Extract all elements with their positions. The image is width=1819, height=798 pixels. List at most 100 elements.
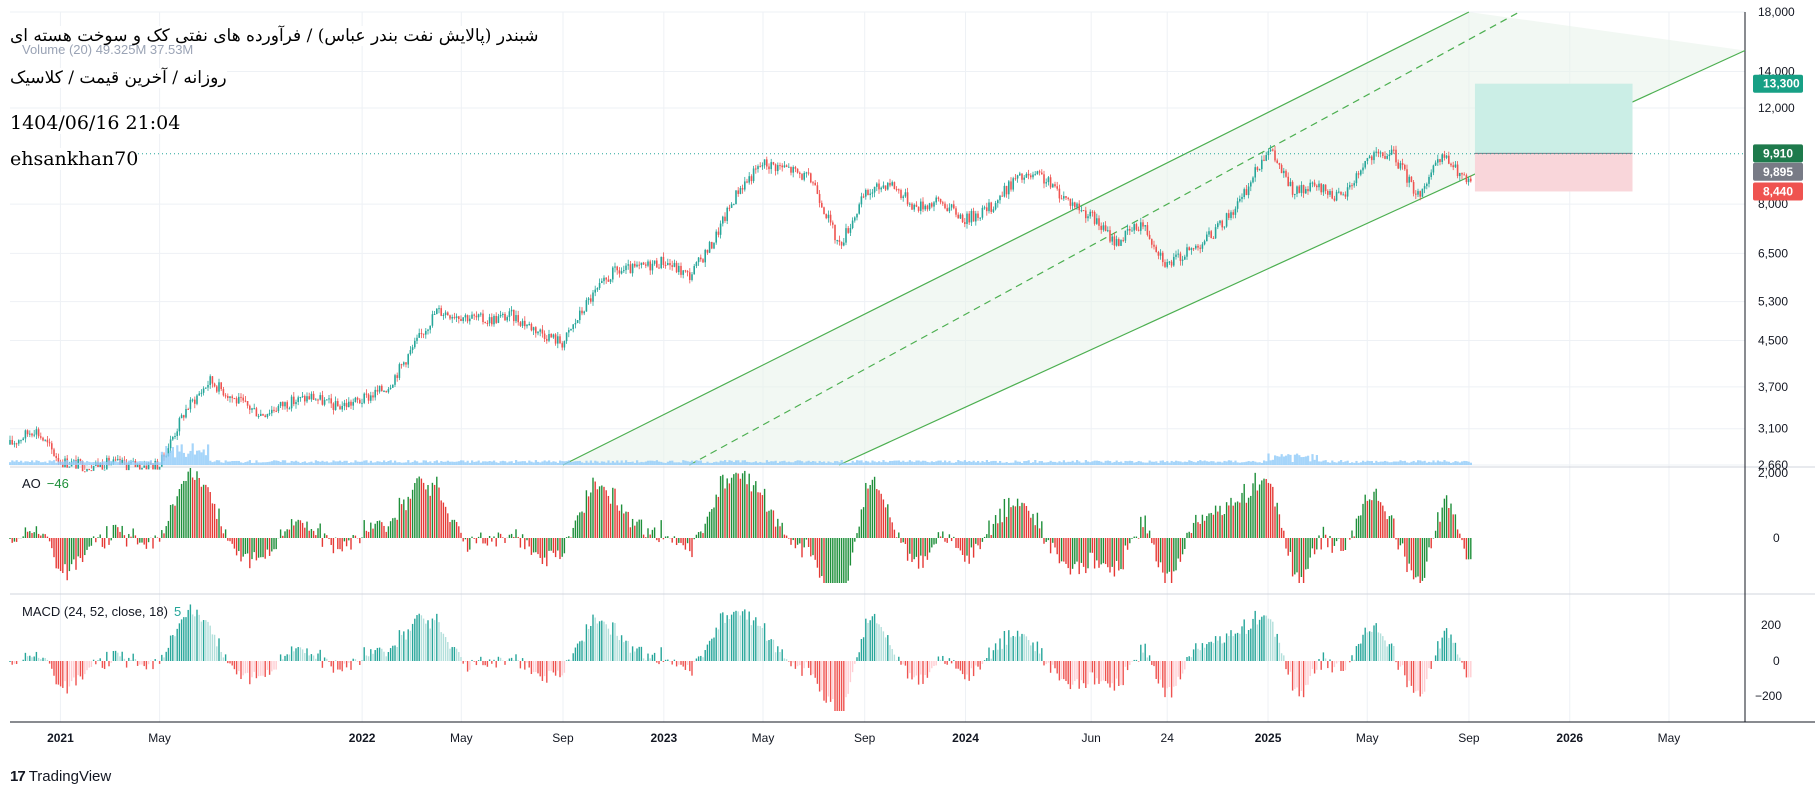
- candle-body: [438, 308, 440, 310]
- macd-bar: [1278, 642, 1281, 661]
- volume-bar: [851, 460, 854, 465]
- ao-bar: [1276, 502, 1278, 538]
- ao-bar: [592, 477, 594, 538]
- macd-bar: [429, 628, 431, 661]
- macd-bar: [1267, 618, 1270, 661]
- volume-bar: [1386, 461, 1389, 465]
- macd-bar: [451, 647, 453, 661]
- macd-bar: [161, 654, 163, 661]
- candle-body: [730, 204, 733, 208]
- macd-bar: [40, 659, 42, 661]
- candle-body: [770, 162, 772, 170]
- candle-body: [609, 279, 612, 282]
- candle-body: [1252, 177, 1254, 183]
- macd-bar: [235, 661, 238, 675]
- macd-bar: [546, 661, 548, 683]
- ao-bar: [1313, 538, 1316, 555]
- ao-bar: [955, 538, 957, 548]
- macd-bar: [1368, 631, 1371, 661]
- macd-bar: [1412, 661, 1415, 693]
- macd-bar: [264, 661, 266, 677]
- ao-bar: [1311, 538, 1314, 549]
- macd-bar: [86, 661, 88, 671]
- volume-bar: [519, 461, 522, 465]
- candle-body: [1333, 198, 1336, 201]
- ao-bar: [495, 538, 497, 547]
- ao-bar: [178, 489, 181, 538]
- candle-body: [79, 459, 82, 462]
- candle-body: [981, 207, 984, 218]
- ao-bar: [1054, 538, 1056, 548]
- volume-bar: [1038, 461, 1041, 465]
- ao-bar: [807, 538, 810, 547]
- candle-body: [678, 265, 680, 273]
- volume-bar: [979, 462, 982, 465]
- macd-bar: [341, 661, 343, 672]
- ao-value: −46: [46, 476, 69, 491]
- candle-body: [290, 396, 293, 409]
- volume-bar: [935, 461, 938, 465]
- candle-body: [297, 397, 299, 403]
- candle-body: [345, 402, 348, 408]
- macd-bar: [722, 612, 724, 661]
- tradingview-brand[interactable]: 17 TradingView: [10, 768, 111, 785]
- macd-bar: [1109, 661, 1111, 688]
- macd-bar: [873, 613, 876, 661]
- volume-bar: [728, 460, 731, 465]
- macd-bar: [33, 656, 35, 661]
- candle-body: [55, 455, 57, 458]
- ao-bar: [546, 538, 548, 567]
- ao-bar: [202, 484, 205, 538]
- macd-bar: [926, 661, 929, 678]
- macd-bar: [906, 661, 909, 679]
- volume-bar: [266, 462, 269, 465]
- macd-bar: [880, 626, 882, 661]
- ao-bar: [614, 488, 616, 538]
- volume-bar: [99, 462, 102, 465]
- macd-bar: [273, 661, 275, 670]
- macd-bar: [112, 650, 115, 661]
- macd-bar: [1236, 632, 1239, 661]
- volume-bar: [11, 460, 14, 465]
- macd-bar: [46, 659, 49, 661]
- ao-bar: [106, 526, 108, 538]
- ao-bar: [35, 526, 38, 538]
- candle-body: [1423, 186, 1426, 189]
- macd-bar: [603, 621, 605, 661]
- macd-bar: [1294, 661, 1296, 690]
- macd-bar: [744, 609, 746, 661]
- ao-bar: [1118, 538, 1120, 571]
- candle-body: [799, 172, 801, 175]
- volume-bar: [215, 460, 218, 465]
- candle-body: [810, 173, 812, 183]
- macd-bar: [75, 661, 77, 686]
- macd-legend[interactable]: MACD (24, 52, close, 18) 5: [22, 604, 181, 619]
- candle-body: [471, 314, 473, 319]
- macd-bar: [1417, 661, 1419, 691]
- macd-bar: [1177, 661, 1179, 677]
- ao-bar: [348, 538, 350, 541]
- volume-bar: [154, 462, 157, 465]
- candle-body: [783, 165, 786, 168]
- volume-bar: [682, 460, 685, 465]
- macd-bar: [101, 661, 104, 668]
- ao-bar: [774, 526, 777, 538]
- candle-body: [763, 159, 766, 166]
- volume-bar: [763, 462, 766, 465]
- ao-legend[interactable]: AO −46: [22, 476, 69, 491]
- macd-bar: [1003, 630, 1006, 661]
- candle-body: [781, 165, 783, 168]
- macd-bar: [1250, 628, 1252, 661]
- volume-bar: [1139, 461, 1142, 465]
- macd-bar: [946, 661, 948, 665]
- volume-bar: [1027, 460, 1030, 465]
- candle-body: [9, 439, 11, 445]
- ao-bar: [1168, 538, 1171, 572]
- volume-bar: [378, 461, 381, 465]
- volume-bar: [680, 462, 683, 465]
- macd-bar: [1023, 634, 1025, 661]
- macd-bar: [1107, 661, 1109, 684]
- volume-bar: [165, 446, 168, 465]
- ao-bar: [1287, 538, 1289, 556]
